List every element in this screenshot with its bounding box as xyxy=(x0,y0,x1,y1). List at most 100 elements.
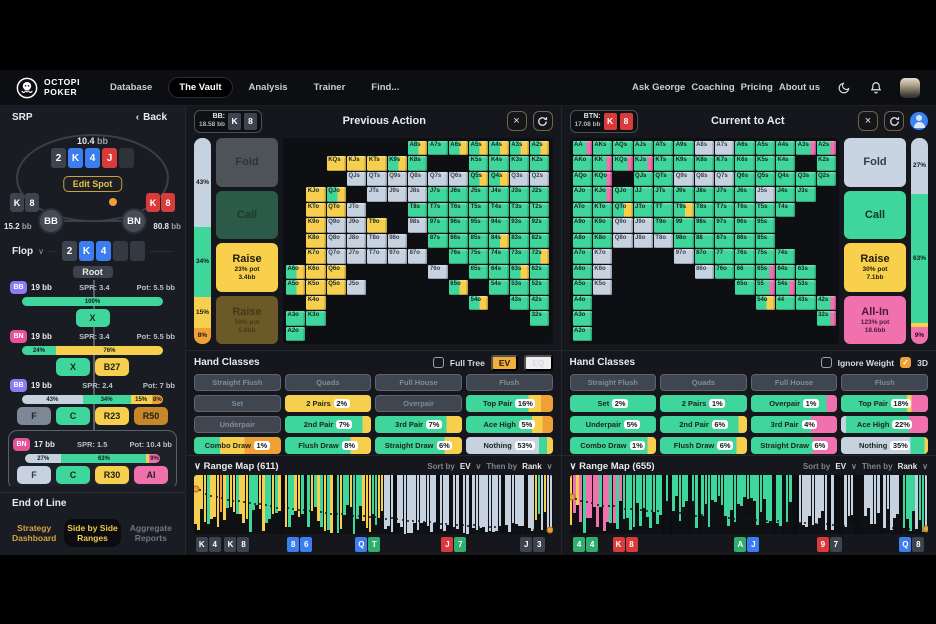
hand-k3o[interactable]: K3o xyxy=(306,311,326,326)
chevron-down-icon[interactable]: ∨ xyxy=(922,461,928,471)
hand-j8s[interactable]: J8s xyxy=(694,187,714,202)
hand-83s[interactable]: 83s xyxy=(509,233,530,249)
hand-kqs[interactable]: KQs xyxy=(326,156,347,171)
hand-a7s[interactable]: A7s xyxy=(714,141,735,156)
hand-class-set[interactable]: Set 2% xyxy=(569,395,657,412)
hand-j8s[interactable]: J8s xyxy=(408,187,428,202)
hand-class-3rd-pair[interactable]: 3rd Pair 4% xyxy=(750,416,838,433)
hand-q4s[interactable]: Q4s xyxy=(489,171,509,187)
hand-t9s[interactable]: T9s xyxy=(674,202,694,218)
hand-87s[interactable]: 87s xyxy=(714,233,735,249)
hand-q5s[interactable]: Q5s xyxy=(469,171,489,187)
hand-q7o[interactable]: Q7o xyxy=(326,249,347,264)
hand-kqs[interactable]: KQs xyxy=(613,156,633,171)
hand-a9o[interactable]: A9o xyxy=(572,218,592,233)
hand-a4o[interactable]: A4o xyxy=(572,295,592,311)
hand-q8s[interactable]: Q8s xyxy=(408,171,428,187)
hand-87s[interactable]: 87s xyxy=(428,233,448,249)
hand-class-straight-flush[interactable]: Straight Flush xyxy=(569,374,657,391)
hand-a6o[interactable]: A6o xyxy=(286,264,306,280)
hand-k9s[interactable]: K9s xyxy=(387,156,408,171)
hand-q9o[interactable]: Q9o xyxy=(613,218,633,233)
hand-t9o[interactable]: T9o xyxy=(653,218,674,233)
hand-k2s[interactable]: K2s xyxy=(530,156,550,171)
sort-by-value[interactable]: EV xyxy=(459,461,471,471)
hand-82s[interactable]: 82s xyxy=(530,233,550,249)
chevron-down-icon[interactable]: ∨ xyxy=(851,461,857,471)
hand-96s[interactable]: 96s xyxy=(735,218,755,233)
hand-t5s[interactable]: T5s xyxy=(755,202,775,218)
hand-87o[interactable]: 87o xyxy=(408,249,428,264)
hand-a8s[interactable]: A8s xyxy=(694,141,714,156)
hand-k4o[interactable]: K4o xyxy=(306,295,326,311)
hand-93s[interactable]: 93s xyxy=(509,218,530,233)
hand-k6o[interactable]: K6o xyxy=(306,264,326,280)
hand-q2s[interactable]: Q2s xyxy=(530,171,550,187)
hand-aks[interactable]: AKs xyxy=(592,141,613,156)
hand-85s[interactable]: 85s xyxy=(755,233,775,249)
hand-97s[interactable]: 97s xyxy=(714,218,735,233)
ev-handle-right[interactable] xyxy=(922,525,928,533)
hand-a3o[interactable]: A3o xyxy=(572,311,592,326)
range-map-title[interactable]: ∨ Range Map (611) xyxy=(194,460,279,472)
action-call-button[interactable]: Call xyxy=(216,190,278,239)
hand-kqo[interactable]: KQo xyxy=(592,171,613,187)
hand-q2s[interactable]: Q2s xyxy=(816,171,836,187)
hand-98s[interactable]: 98s xyxy=(694,218,714,233)
hand-a2o[interactable]: A2o xyxy=(286,326,306,341)
notifications-bell-icon[interactable] xyxy=(868,80,884,96)
hand-a2s[interactable]: A2s xyxy=(530,141,550,156)
close-panel-button[interactable]: × xyxy=(506,111,527,131)
hand-k9o[interactable]: K9o xyxy=(592,218,613,233)
hand-q6s[interactable]: Q6s xyxy=(448,171,469,187)
hand-k7o[interactable]: K7o xyxy=(306,249,326,264)
hand-class-overpair[interactable]: Overpair xyxy=(375,395,462,412)
hand-class-flush-draw[interactable]: Flush Draw 6% xyxy=(660,437,747,454)
tree-node-c[interactable]: C xyxy=(56,407,90,425)
hand-k5o[interactable]: K5o xyxy=(592,280,613,295)
tree-node-f[interactable]: F xyxy=(17,466,51,484)
hand-a6s[interactable]: A6s xyxy=(735,141,755,156)
action-call-button[interactable]: Call xyxy=(844,190,906,239)
action-raise-button[interactable]: Raise 30% pot 7.1bb xyxy=(844,243,906,292)
hand-j8o[interactable]: J8o xyxy=(347,233,367,249)
hand-a2o[interactable]: A2o xyxy=(572,326,592,341)
refresh-panel-button[interactable] xyxy=(532,111,553,131)
nav-item-analysis[interactable]: Analysis xyxy=(248,82,288,93)
hand-84s[interactable]: 84s xyxy=(489,233,509,249)
hand-class-straight-draw[interactable]: Straight Draw 6% xyxy=(375,437,462,454)
3d-checkbox[interactable]: ✓ xyxy=(900,357,912,368)
hand-kts[interactable]: KTs xyxy=(367,156,387,171)
hand-52s[interactable]: 52s xyxy=(530,280,550,295)
hand-kjs[interactable]: KJs xyxy=(633,156,653,171)
hand-t7s[interactable]: T7s xyxy=(714,202,735,218)
hand-76s[interactable]: 76s xyxy=(735,249,755,264)
hand-62s[interactable]: 62s xyxy=(530,264,550,280)
hand-q9s[interactable]: Q9s xyxy=(387,171,408,187)
hand-53s[interactable]: 53s xyxy=(509,280,530,295)
hand-q3s[interactable]: Q3s xyxy=(509,171,530,187)
hand-a5s[interactable]: A5s xyxy=(469,141,489,156)
hand-a8s[interactable]: A8s xyxy=(408,141,428,156)
hand-t2s[interactable]: T2s xyxy=(530,202,550,218)
hand-class-straight-flush[interactable]: Straight Flush xyxy=(194,374,281,391)
hand-q7s[interactable]: Q7s xyxy=(428,171,448,187)
hand-class-quads[interactable]: Quads xyxy=(284,374,372,391)
hand-76s[interactable]: 76s xyxy=(448,249,469,264)
close-panel-button[interactable]: × xyxy=(858,111,878,131)
hand-j7o[interactable]: J7o xyxy=(347,249,367,264)
hand-98o[interactable]: 98o xyxy=(387,233,408,249)
hand-42s[interactable]: 42s xyxy=(530,295,550,311)
hand-a2s[interactable]: A2s xyxy=(816,141,836,156)
action-raise-button[interactable]: Raise 50% pot 5.8bb xyxy=(216,295,278,344)
hand-kjo[interactable]: KJo xyxy=(306,187,326,202)
hand-43s[interactable]: 43s xyxy=(796,295,816,311)
then-by-value[interactable]: Rank xyxy=(897,461,918,471)
